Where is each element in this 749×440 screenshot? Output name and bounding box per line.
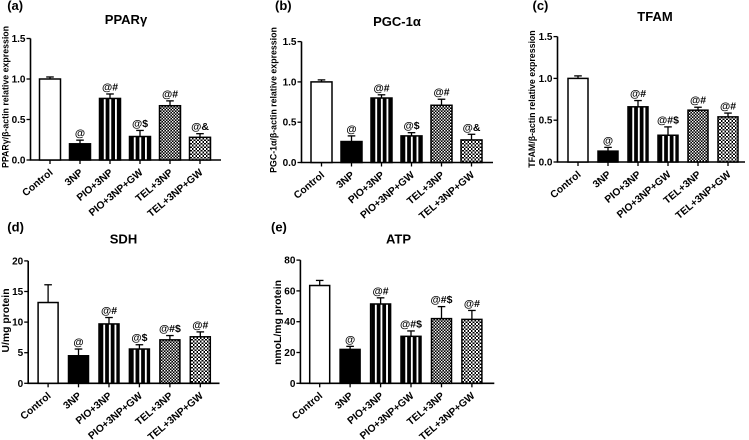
svg-text:@: @ <box>73 337 83 349</box>
svg-text:@: @ <box>75 128 85 140</box>
svg-text:@&: @& <box>463 122 481 134</box>
svg-text:(c): (c) <box>533 0 549 13</box>
svg-text:@#: @# <box>720 101 736 113</box>
svg-text:0.5: 0.5 <box>539 116 553 127</box>
svg-text:5: 5 <box>18 348 24 359</box>
svg-text:@#: @# <box>630 88 646 100</box>
svg-text:0: 0 <box>18 379 24 390</box>
svg-text:@: @ <box>346 123 356 135</box>
svg-text:@#: @# <box>373 82 389 94</box>
svg-text:10: 10 <box>12 318 24 329</box>
svg-text:@#: @# <box>101 305 117 317</box>
svg-text:0.0: 0.0 <box>283 158 297 169</box>
svg-text:1.0: 1.0 <box>12 75 26 86</box>
svg-text:1.0: 1.0 <box>539 74 553 85</box>
svg-text:3NP: 3NP <box>333 391 355 412</box>
svg-text:@#$: @#$ <box>431 294 453 306</box>
svg-text:@#: @# <box>690 95 706 107</box>
svg-text:1.5: 1.5 <box>283 37 297 48</box>
svg-text:@&: @& <box>191 121 209 133</box>
svg-text:3NP: 3NP <box>591 169 613 190</box>
svg-text:Control: Control <box>292 170 327 202</box>
svg-text:@#: @# <box>192 319 208 331</box>
svg-text:@#: @# <box>102 81 118 93</box>
svg-text:SDH: SDH <box>110 232 137 247</box>
svg-text:PPARγ: PPARγ <box>105 12 148 27</box>
svg-text:Control: Control <box>21 167 56 199</box>
svg-text:15: 15 <box>12 287 24 298</box>
svg-text:PIO+3NP+GW: PIO+3NP+GW <box>87 390 146 440</box>
svg-text:@#: @# <box>373 285 389 297</box>
svg-text:@$: @$ <box>131 332 147 344</box>
svg-text:@#$: @#$ <box>400 318 422 330</box>
svg-text:(b): (b) <box>275 0 292 13</box>
svg-text:nmoL/mg protein: nmoL/mg protein <box>273 280 284 365</box>
svg-text:0.5: 0.5 <box>283 118 297 129</box>
svg-text:U/mg protein: U/mg protein <box>1 288 12 352</box>
svg-text:TEL+3NP+GW: TEL+3NP+GW <box>417 170 477 223</box>
svg-text:3NP: 3NP <box>63 167 85 188</box>
svg-text:0.0: 0.0 <box>12 156 26 167</box>
svg-text:(d): (d) <box>7 220 24 235</box>
svg-text:TFAM/β-actin relative expressi: TFAM/β-actin relative expression <box>527 30 537 167</box>
svg-text:20: 20 <box>12 256 24 267</box>
svg-text:TEL+3NP+GW: TEL+3NP+GW <box>146 167 206 220</box>
svg-text:Control: Control <box>549 169 584 201</box>
svg-text:40: 40 <box>284 317 296 328</box>
svg-text:3NP: 3NP <box>335 170 357 191</box>
svg-text:TFAM: TFAM <box>637 9 672 24</box>
svg-text:20: 20 <box>284 348 296 359</box>
svg-text:@: @ <box>345 334 355 346</box>
svg-text:@: @ <box>603 135 613 147</box>
svg-text:1.0: 1.0 <box>283 77 297 88</box>
svg-text:@$: @$ <box>403 120 419 132</box>
svg-text:PGC-1α: PGC-1α <box>373 14 421 29</box>
svg-text:3NP: 3NP <box>62 391 84 412</box>
svg-text:@$: @$ <box>132 118 148 130</box>
svg-text:80: 80 <box>284 256 296 267</box>
svg-text:1.5: 1.5 <box>539 32 553 43</box>
svg-text:ATP: ATP <box>386 232 411 247</box>
svg-text:0.0: 0.0 <box>539 158 553 169</box>
svg-text:@#: @# <box>464 298 480 310</box>
svg-text:TEL+3NP+GW: TEL+3NP+GW <box>674 169 734 222</box>
svg-text:(e): (e) <box>271 220 287 235</box>
svg-text:0: 0 <box>290 379 296 390</box>
svg-text:@#$: @#$ <box>657 114 679 126</box>
svg-text:0.5: 0.5 <box>12 115 26 126</box>
svg-text:PIO+3NP+GW: PIO+3NP+GW <box>358 390 417 440</box>
svg-text:1.5: 1.5 <box>12 34 26 45</box>
svg-text:@#: @# <box>433 87 449 99</box>
svg-text:PPARγ/β-actin relative express: PPARγ/β-actin relative expression <box>0 26 10 168</box>
svg-text:@#: @# <box>162 88 178 100</box>
svg-text:PGC-1α/β-actin relative expres: PGC-1α/β-actin relative expression <box>268 27 278 173</box>
svg-text:Control: Control <box>19 391 54 423</box>
svg-text:(a): (a) <box>7 0 23 13</box>
svg-text:Control: Control <box>290 391 325 423</box>
svg-text:60: 60 <box>284 286 296 297</box>
svg-text:@#$: @#$ <box>159 323 181 335</box>
